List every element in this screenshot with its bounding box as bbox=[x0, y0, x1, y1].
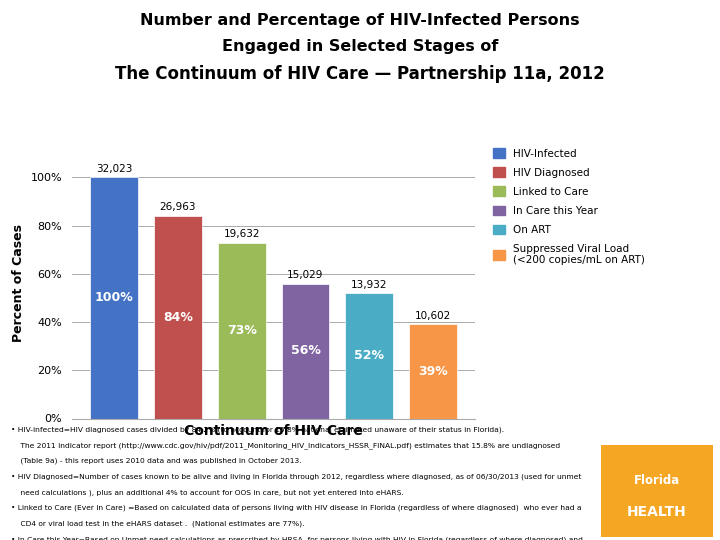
Text: • HIV Diagnosed=Number of cases known to be alive and living in Florida through : • HIV Diagnosed=Number of cases known to… bbox=[11, 474, 581, 480]
Text: 15,029: 15,029 bbox=[287, 270, 324, 280]
Bar bbox=[282, 284, 329, 418]
Text: 10,602: 10,602 bbox=[415, 311, 451, 321]
Y-axis label: Percent of Cases: Percent of Cases bbox=[12, 225, 25, 342]
Text: 52%: 52% bbox=[354, 349, 384, 362]
Text: 84%: 84% bbox=[163, 310, 193, 324]
Bar bbox=[154, 216, 202, 418]
Text: 39%: 39% bbox=[418, 365, 448, 378]
Text: 26,963: 26,963 bbox=[160, 202, 197, 212]
Legend: HIV-Infected, HIV Diagnosed, Linked to Care, In Care this Year, On ART, Suppress: HIV-Infected, HIV Diagnosed, Linked to C… bbox=[492, 148, 645, 265]
Text: 13,932: 13,932 bbox=[351, 280, 387, 289]
Text: 73%: 73% bbox=[227, 324, 256, 337]
Bar bbox=[409, 325, 457, 418]
Text: 32,023: 32,023 bbox=[96, 164, 132, 174]
Text: Number and Percentage of HIV-Infected Persons: Number and Percentage of HIV-Infected Pe… bbox=[140, 14, 580, 29]
Text: HEALTH: HEALTH bbox=[627, 504, 687, 518]
Text: • Linked to Care (Ever in Care) =Based on calculated data of persons living with: • Linked to Care (Ever in Care) =Based o… bbox=[11, 505, 581, 511]
Text: Engaged in Selected Stages of: Engaged in Selected Stages of bbox=[222, 39, 498, 54]
Bar bbox=[218, 242, 266, 418]
Text: (Table 9a) - this report uses 2010 data and was published in October 2013.: (Table 9a) - this report uses 2010 data … bbox=[11, 458, 301, 464]
Text: need calculations ), plus an additional 4% to account for OOS in care, but not y: need calculations ), plus an additional … bbox=[11, 489, 403, 496]
Text: Florida: Florida bbox=[634, 474, 680, 487]
Text: 19,632: 19,632 bbox=[223, 229, 260, 239]
Text: 100%: 100% bbox=[95, 292, 134, 305]
X-axis label: Continuum of HIV Care: Continuum of HIV Care bbox=[184, 424, 363, 438]
Text: • In Care this Year=Based on Unmet need calculations as prescribed by HRSA, for : • In Care this Year=Based on Unmet need … bbox=[11, 536, 582, 540]
Bar bbox=[346, 293, 393, 418]
Text: 56%: 56% bbox=[291, 345, 320, 357]
Text: CD4 or viral load test in the eHARS dataset .  (National estimates are 77%).: CD4 or viral load test in the eHARS data… bbox=[11, 521, 305, 527]
Bar bbox=[90, 178, 138, 418]
Text: • HIV-infected=HIV diagnosed cases divided by 84.2% (to account for 15.8% nation: • HIV-infected=HIV diagnosed cases divid… bbox=[11, 427, 504, 433]
Text: The Continuum of HIV Care — Partnership 11a, 2012: The Continuum of HIV Care — Partnership … bbox=[115, 65, 605, 83]
Text: The 2011 indicator report (http://www.cdc.gov/hiv/pdf/2011_Monitoring_HIV_Indica: The 2011 indicator report (http://www.cd… bbox=[11, 442, 560, 449]
